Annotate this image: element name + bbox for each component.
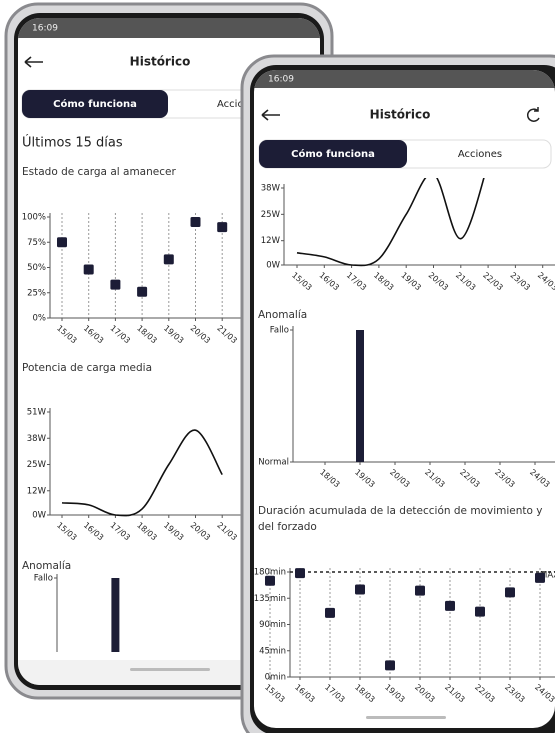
y-tick-label: 135min <box>254 594 286 604</box>
bar <box>356 330 364 462</box>
tab-active[interactable] <box>22 90 168 118</box>
home-indicator <box>366 716 446 719</box>
home-indicator <box>130 668 210 671</box>
y-tick-label: 25W <box>261 210 281 220</box>
y-tick-label: 45min <box>259 646 286 656</box>
tab-active[interactable] <box>259 140 407 168</box>
header-title: Histórico <box>370 108 431 122</box>
chart-title-box: Duración acumulada de la detección de mo… <box>258 505 543 533</box>
dot <box>137 286 148 297</box>
chart-title: Anomalía <box>258 309 307 321</box>
y-tick-label: Normal <box>258 458 289 468</box>
phone-screen: 16:09 Histórico Cómo funciona Acciones 0… <box>254 70 555 728</box>
y-tick-label: 12W <box>27 486 47 496</box>
back-button[interactable] <box>24 56 43 68</box>
tab-label[interactable]: Acciones <box>458 149 502 160</box>
header-title: Histórico <box>130 55 191 69</box>
y-tick-label: 25% <box>27 288 46 298</box>
dot <box>110 279 121 290</box>
dot <box>445 600 455 611</box>
dot <box>57 237 67 248</box>
bar <box>111 578 120 652</box>
y-tick-label: 38W <box>27 434 47 444</box>
y-tick-label: 100% <box>22 213 46 223</box>
status-bar <box>254 70 555 88</box>
y-tick-label: 50% <box>27 263 46 273</box>
chart-title: Potencia de carga media <box>22 362 152 374</box>
dot <box>83 264 94 275</box>
chart-title: Anomalía <box>22 560 71 572</box>
dot <box>265 575 275 586</box>
dot <box>355 584 365 595</box>
section-heading: Últimos 15 días <box>22 135 123 151</box>
max-label: MAX <box>540 571 555 581</box>
dot <box>415 585 425 596</box>
screen-bg <box>254 70 555 728</box>
status-time: 16:09 <box>268 75 294 85</box>
y-tick-label: 38W <box>261 184 281 194</box>
y-tick-label: 90min <box>259 620 286 630</box>
dot <box>325 607 335 618</box>
y-tick-label: 25W <box>27 460 47 470</box>
dot <box>217 222 228 233</box>
status-time: 16:09 <box>32 24 58 34</box>
chart-title: Estado de carga al amanecer <box>22 166 176 178</box>
y-tick-label: 51W <box>27 408 47 418</box>
y-tick-label: 75% <box>27 238 46 248</box>
y-tick-label: 12W <box>261 236 281 246</box>
y-tick-label: Fallo <box>34 574 53 584</box>
status-bar <box>18 18 320 38</box>
y-tick-label: Fallo <box>270 326 289 336</box>
line <box>296 178 489 267</box>
dot <box>295 568 305 579</box>
line <box>61 429 223 517</box>
chart-title: Duración acumulada de la detección de mo… <box>258 505 543 533</box>
dot <box>505 587 515 598</box>
tab-label[interactable]: Acciones <box>217 99 261 110</box>
y-tick-label: 0W <box>266 261 280 271</box>
tab-label[interactable]: Cómo funciona <box>53 98 137 110</box>
refresh-button[interactable] <box>526 107 540 122</box>
back-button[interactable] <box>261 109 280 121</box>
phone-screen: 16:09 Histórico Cómo funciona Acciones Ú… <box>18 18 320 685</box>
dot <box>475 606 485 617</box>
dot <box>385 660 395 671</box>
dot <box>190 217 201 228</box>
y-tick-label: 0% <box>33 314 47 324</box>
y-tick-label: 0min <box>265 673 286 683</box>
dot <box>163 254 174 265</box>
y-tick-label: 0W <box>32 511 46 521</box>
dot <box>535 572 545 583</box>
tab-label[interactable]: Cómo funciona <box>291 148 375 160</box>
